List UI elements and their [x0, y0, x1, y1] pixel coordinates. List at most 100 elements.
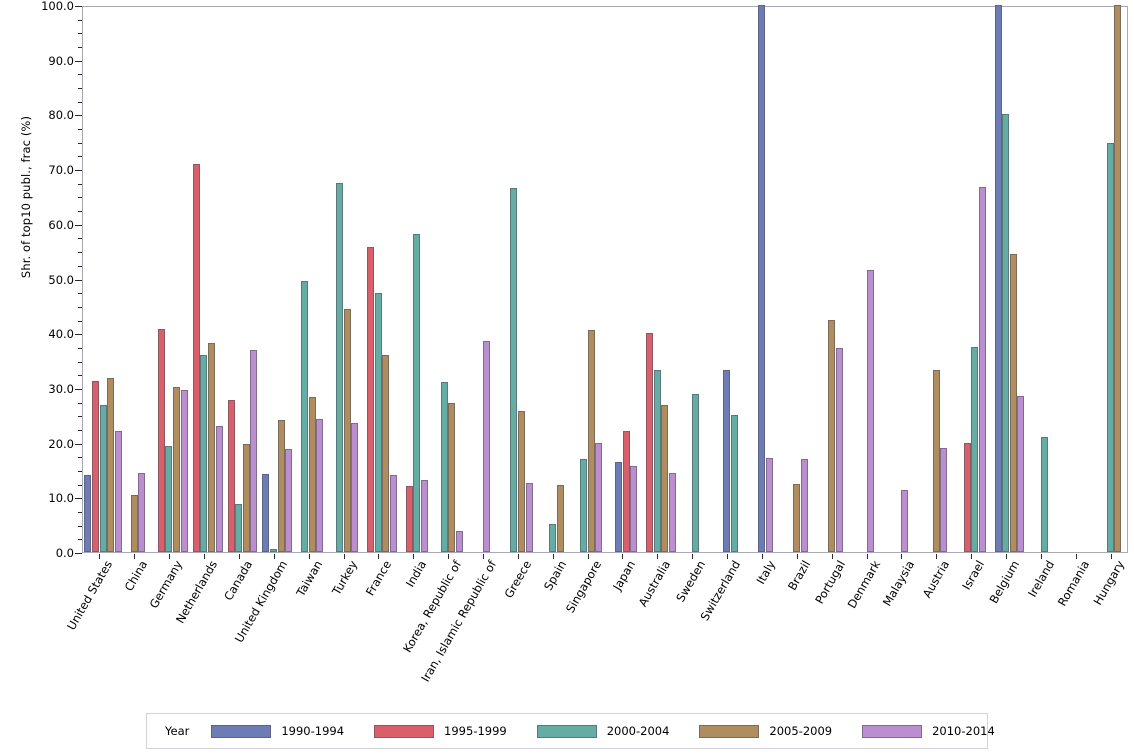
bar — [200, 355, 208, 552]
bar — [978, 186, 986, 552]
bar — [235, 503, 243, 552]
legend-swatch — [699, 724, 760, 738]
x-tick-mark — [448, 554, 450, 559]
x-tick-mark — [99, 554, 101, 559]
bar — [595, 442, 603, 552]
bar — [242, 443, 250, 552]
bar — [614, 462, 622, 552]
y-tick-mark — [75, 170, 82, 172]
bar — [963, 442, 971, 552]
bar-group — [292, 7, 327, 552]
bar-group — [222, 7, 258, 552]
bar — [765, 457, 773, 552]
bar — [440, 382, 448, 552]
bar — [932, 370, 940, 552]
y-minor-tick-mark — [78, 101, 82, 103]
bar — [692, 393, 700, 552]
bar — [215, 426, 223, 552]
bar — [374, 292, 382, 552]
x-tick-mark — [308, 554, 310, 559]
x-tick-mark — [378, 554, 380, 559]
bar-group — [1059, 7, 1094, 552]
x-tick-mark — [1075, 554, 1077, 559]
bar-group — [257, 7, 293, 552]
bar — [994, 5, 1002, 552]
bar — [517, 411, 525, 552]
x-tick-mark — [273, 554, 275, 559]
y-minor-tick-mark — [78, 142, 82, 144]
y-tick-mark — [75, 279, 82, 281]
bar-group — [815, 7, 850, 552]
bar-group — [711, 7, 746, 552]
bar-group — [467, 7, 502, 552]
bar — [1002, 114, 1010, 552]
legend-item[interactable]: 2005-2009 — [699, 724, 832, 738]
y-minor-tick-mark — [78, 238, 82, 240]
y-minor-tick-mark — [78, 484, 82, 486]
bar — [556, 484, 564, 552]
x-tick-mark — [413, 554, 415, 559]
y-tick-mark — [75, 443, 82, 445]
x-tick-mark — [134, 554, 136, 559]
y-tick-label: 80.0 — [48, 108, 74, 123]
bar — [157, 328, 165, 552]
y-tick-mark — [75, 334, 82, 336]
y-tick-mark — [75, 553, 82, 554]
legend-label: 2010-2014 — [932, 724, 995, 738]
bar — [587, 329, 595, 552]
bar-group — [362, 7, 397, 552]
y-minor-tick-mark — [78, 306, 82, 308]
bar-group — [641, 7, 676, 552]
bar-group — [676, 7, 711, 552]
bar-group — [955, 7, 990, 552]
y-minor-tick-mark — [78, 293, 82, 295]
legend-item[interactable]: 2000-2004 — [536, 724, 670, 738]
bar — [343, 309, 351, 552]
y-minor-tick-mark — [78, 470, 82, 472]
y-minor-tick-mark — [78, 511, 82, 513]
legend-label: 2005-2009 — [769, 724, 833, 738]
bar — [800, 459, 808, 552]
x-tick-mark — [1005, 554, 1007, 559]
y-tick-label: 20.0 — [48, 436, 74, 451]
x-tick-mark — [901, 554, 903, 559]
legend-label: 2000-2004 — [606, 724, 670, 738]
legend-item[interactable]: 1990-1994 — [211, 724, 344, 738]
bar — [382, 354, 390, 552]
legend-item[interactable]: 2010-2014 — [862, 724, 995, 738]
bar — [580, 459, 588, 552]
bar — [793, 484, 801, 552]
y-tick-label: 0.0 — [55, 546, 74, 560]
x-tick-mark — [622, 554, 624, 559]
plot-area — [82, 5, 1128, 553]
y-minor-tick-mark — [78, 252, 82, 254]
y-minor-tick-mark — [78, 129, 82, 131]
bar-group — [188, 7, 223, 552]
bar — [227, 399, 235, 552]
bar — [1017, 396, 1025, 552]
y-minor-tick-mark — [78, 429, 82, 431]
bar — [1009, 253, 1017, 552]
bar — [250, 349, 258, 552]
bar — [285, 449, 293, 552]
y-tick-label: 60.0 — [48, 217, 74, 232]
legend-swatch — [211, 724, 272, 738]
y-minor-tick-mark — [78, 74, 82, 76]
y-tick-mark — [75, 224, 82, 226]
y-tick-label: 70.0 — [48, 163, 74, 178]
y-minor-tick-mark — [78, 416, 82, 418]
bar — [1040, 437, 1048, 552]
bar — [316, 419, 324, 552]
bar — [107, 378, 115, 552]
y-minor-tick-mark — [78, 47, 82, 49]
bar-group — [83, 7, 122, 552]
bar-group — [920, 7, 955, 552]
bar — [367, 246, 375, 552]
y-tick-label: 100.0 — [41, 0, 74, 13]
y-tick-mark — [75, 6, 82, 7]
bar — [483, 340, 491, 552]
y-minor-tick-mark — [78, 33, 82, 35]
x-tick-mark — [936, 554, 938, 559]
legend-item[interactable]: 1995-1999 — [374, 724, 507, 738]
